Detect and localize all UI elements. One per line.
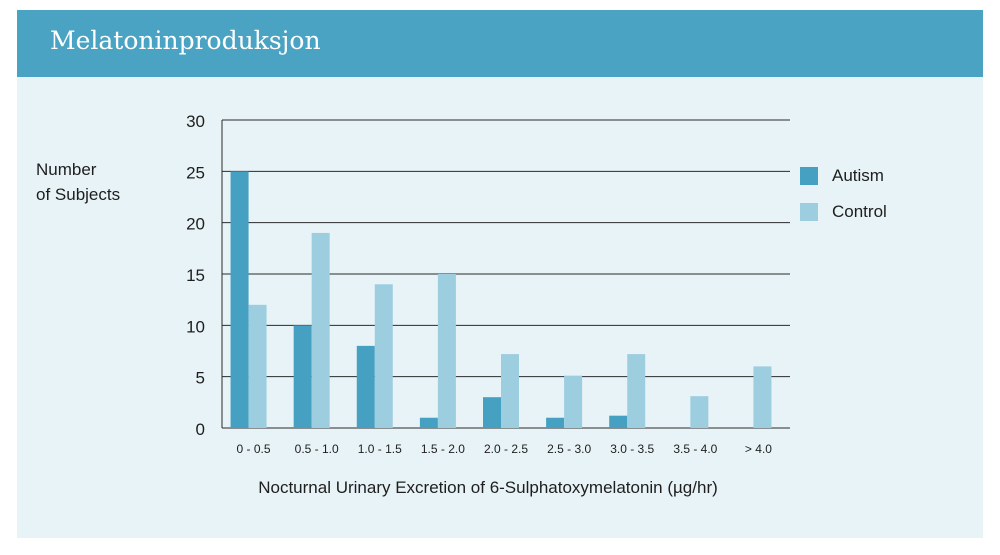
- bar-control: [437, 274, 456, 428]
- bar-autism: [419, 417, 438, 428]
- y-tick-label: 0: [196, 420, 205, 439]
- x-tick-label: 1.0 - 1.5: [358, 442, 402, 456]
- bar-autism: [546, 417, 565, 428]
- x-tick-label: 3.5 - 4.0: [673, 442, 717, 456]
- bar-control: [564, 375, 583, 428]
- x-tick-label: 1.5 - 2.0: [421, 442, 465, 456]
- bar-control: [374, 284, 393, 428]
- bar-control: [627, 354, 646, 428]
- legend-swatch-control: [800, 203, 818, 221]
- y-tick-label: 30: [186, 112, 205, 131]
- x-tick-label: 2.0 - 2.5: [484, 442, 528, 456]
- header-bar: Melatoninproduksjon: [17, 10, 983, 77]
- x-tick-label: > 4.0: [745, 442, 772, 456]
- y-tick-label: 20: [186, 215, 205, 234]
- legend-swatch-autism: [800, 167, 818, 185]
- bar-autism: [230, 171, 249, 429]
- chart-title: Melatoninproduksjon: [50, 26, 321, 55]
- bar-control: [311, 232, 330, 428]
- legend-item-autism: Autism: [800, 158, 887, 194]
- bar-control: [248, 304, 267, 428]
- y-tick-label: 5: [196, 369, 205, 388]
- chart-card: Melatoninproduksjon: [17, 10, 983, 538]
- bar-control: [501, 354, 519, 428]
- bar-autism: [356, 345, 375, 428]
- y-tick-label: 15: [186, 266, 205, 285]
- bar-control: [753, 366, 772, 428]
- x-tick-label: 3.0 - 3.5: [610, 442, 654, 456]
- bar-autism: [609, 415, 628, 428]
- x-axis-label: Nocturnal Urinary Excretion of 6-Sulphat…: [258, 478, 718, 497]
- legend-label-autism: Autism: [832, 166, 884, 185]
- legend-item-control: Control: [800, 194, 887, 230]
- y-tick-label: 10: [186, 317, 205, 336]
- bar-autism: [293, 325, 312, 428]
- y-tick-label: 25: [186, 163, 205, 182]
- bar-autism: [483, 397, 501, 428]
- legend-label-control: Control: [832, 202, 887, 221]
- x-tick-label: 0 - 0.5: [237, 442, 271, 456]
- y-axis-label: Number of Subjects: [36, 160, 121, 204]
- legend: Autism Control: [800, 158, 887, 230]
- x-tick-label: 0.5 - 1.0: [295, 442, 339, 456]
- x-tick-label: 2.5 - 3.0: [547, 442, 591, 456]
- bar-control: [690, 396, 709, 428]
